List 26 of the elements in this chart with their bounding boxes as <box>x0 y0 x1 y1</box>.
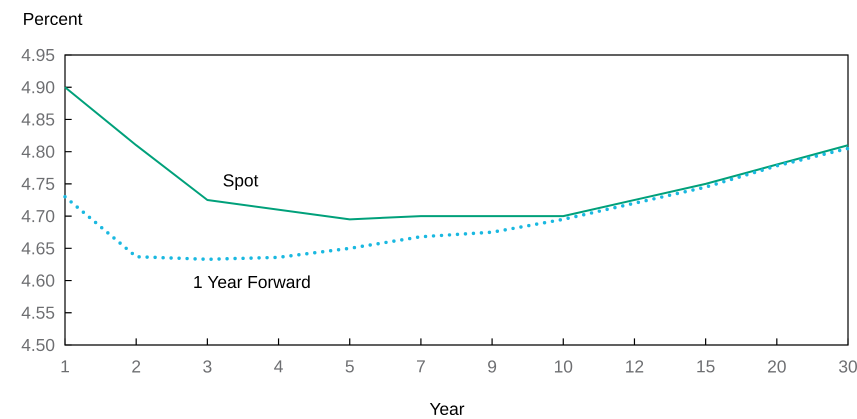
x-tick-label: 15 <box>697 360 715 372</box>
y-tick-label: 4.95 <box>22 48 54 62</box>
x-tick-label: 9 <box>488 360 496 373</box>
series-label: 1 Year Forward <box>194 275 310 288</box>
y-tick-label: 4.55 <box>22 306 54 319</box>
x-tick-label: 1 <box>62 360 69 372</box>
x-tick-label: 20 <box>768 360 786 373</box>
x-tick-label: 30 <box>839 360 857 373</box>
y-tick-label: 4.65 <box>22 242 54 254</box>
x-tick-label: 12 <box>626 360 644 372</box>
x-tick-label: 10 <box>554 360 572 373</box>
y-tick-label: 4.70 <box>22 210 54 222</box>
x-tick-label: 2 <box>132 360 140 372</box>
x-tick-label: 5 <box>346 360 354 372</box>
y-tick-label: 4.90 <box>22 81 54 94</box>
y-axis-title: Percent <box>24 12 82 26</box>
series-label: Spot <box>224 174 258 190</box>
y-tick-label: 4.60 <box>22 274 54 287</box>
y-tick-label: 4.50 <box>22 338 54 352</box>
x-tick-label: 4 <box>274 360 283 372</box>
y-tick-label: 4.85 <box>22 113 54 126</box>
y-tick-label: 4.80 <box>22 146 54 158</box>
x-tick-label: 7 <box>416 360 425 372</box>
x-axis-title: Year <box>430 402 464 416</box>
y-tick-label: 4.75 <box>22 178 54 190</box>
x-tick-label: 3 <box>203 360 212 373</box>
